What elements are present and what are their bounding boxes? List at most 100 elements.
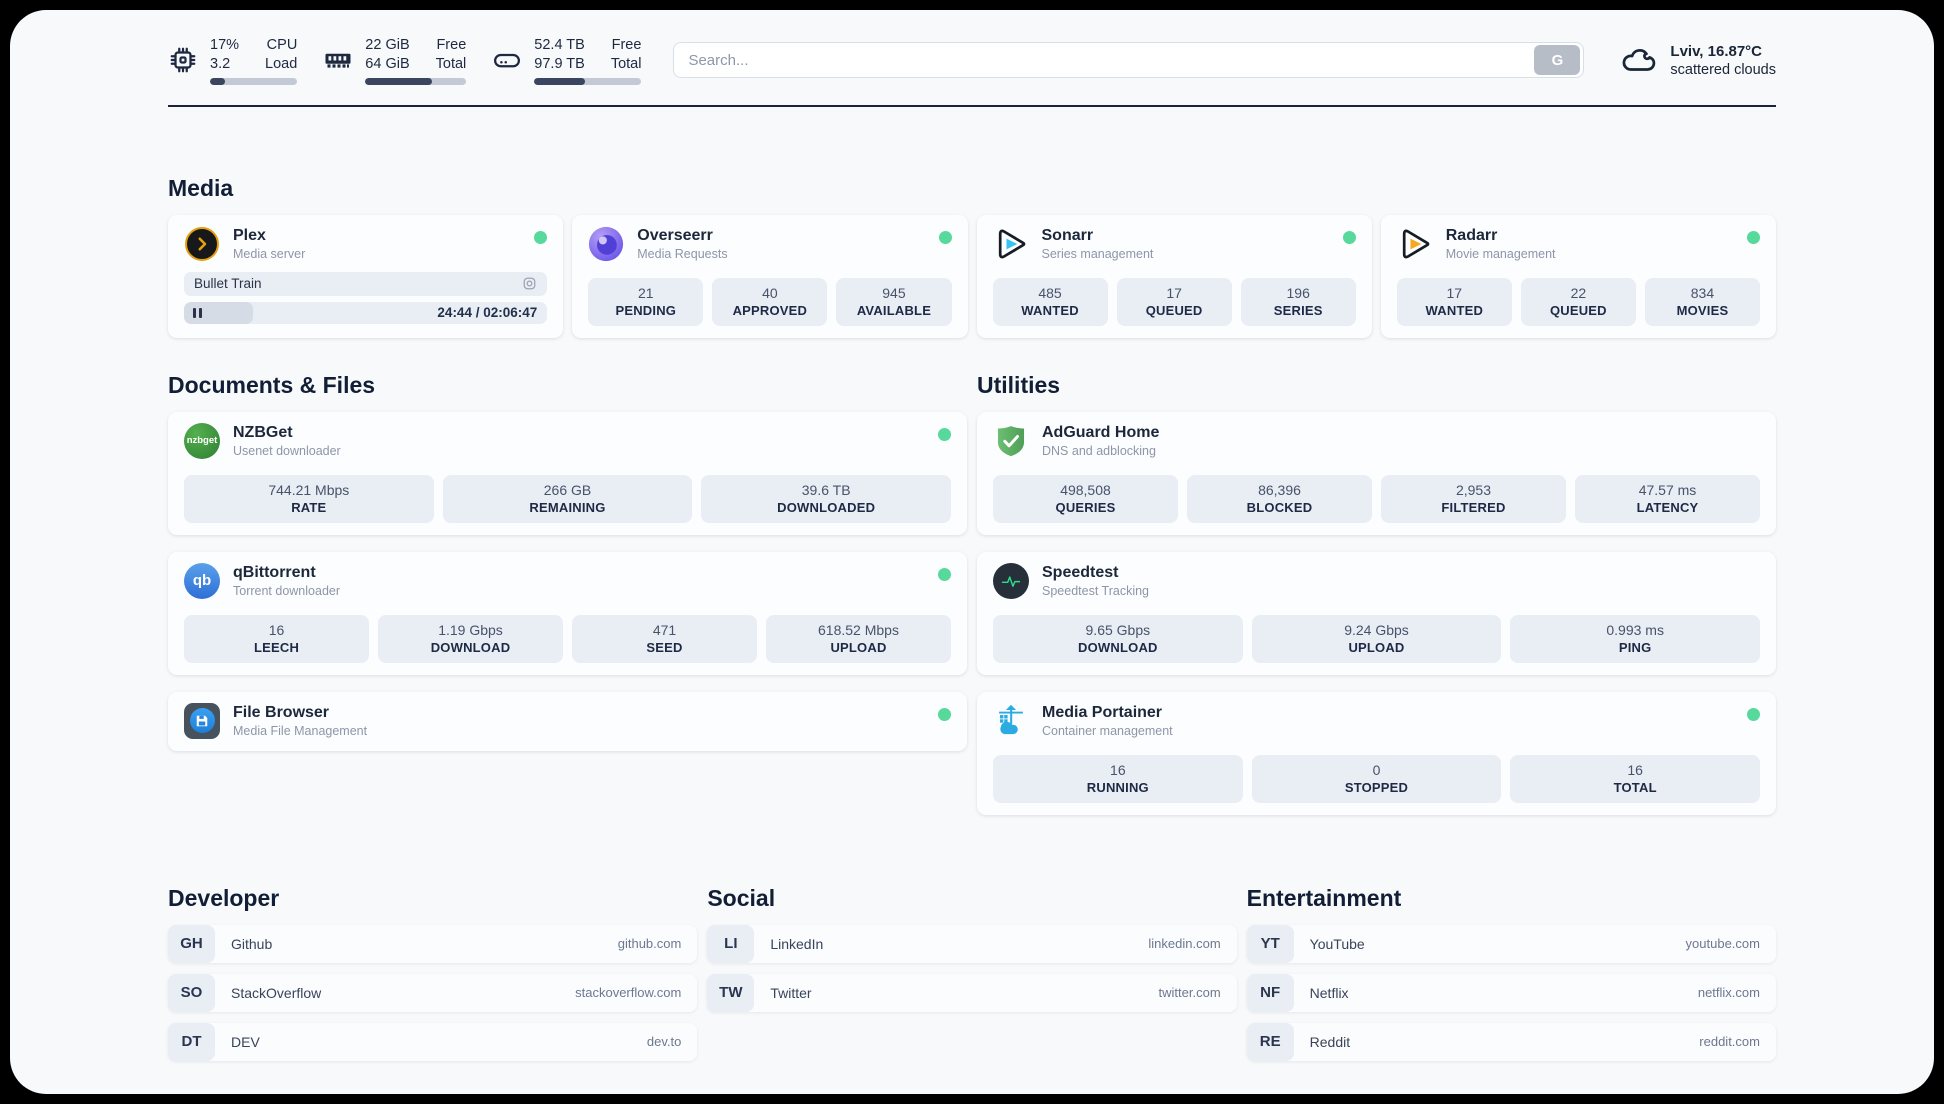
cpu-stat: 17% 3.2 CPU Load bbox=[168, 36, 298, 85]
link-linkedin[interactable]: LI LinkedIn linkedin.com bbox=[707, 924, 1237, 963]
section-social: Social LI LinkedIn linkedin.com TW Twitt… bbox=[707, 885, 1237, 1061]
now-playing-row: Bullet Train bbox=[184, 271, 548, 296]
app-name: Radarr bbox=[1445, 226, 1498, 244]
ram-stat: 22 GiB 64 GiB Free Total bbox=[323, 36, 467, 85]
app-name: qBittorrent bbox=[233, 563, 316, 581]
app-subtitle: DNS and adblocking bbox=[1042, 443, 1156, 458]
stat-box-wanted: 485 WANTED bbox=[992, 277, 1108, 326]
app-subtitle: Media server bbox=[233, 246, 306, 261]
speedtest-icon bbox=[993, 562, 1029, 599]
status-online-dot bbox=[1342, 230, 1356, 244]
lens-icon[interactable] bbox=[522, 276, 537, 291]
stat-box-ping: 0.993 ms PING bbox=[1510, 614, 1760, 663]
sonarr-icon bbox=[993, 226, 1029, 262]
stat-box-leech: 16 LEECH bbox=[184, 614, 369, 663]
section-media: Media Plex Media server Bullet Train bbox=[168, 175, 1776, 338]
app-subtitle: Container management bbox=[1042, 723, 1173, 738]
link-github[interactable]: GH Github github.com bbox=[168, 924, 698, 963]
weather-condition: scattered clouds bbox=[1670, 61, 1776, 78]
weather-widget: Lviv, 16.87°C scattered clouds bbox=[1620, 43, 1776, 78]
stat-box-total: 16 TOTAL bbox=[1510, 754, 1760, 803]
playback-time: 24:44 / 02:06:47 bbox=[437, 305, 538, 321]
stat-box-rate: 744.21 Mbps RATE bbox=[184, 474, 434, 523]
stat-box-downloaded: 39.6 TB DOWNLOADED bbox=[701, 474, 951, 523]
section-entertainment: Entertainment YT YouTube youtube.com NF … bbox=[1246, 885, 1776, 1061]
link-badge: TW bbox=[707, 973, 755, 1012]
app-card-portainer[interactable]: Media Portainer Container management 16 R… bbox=[977, 691, 1776, 815]
app-card-sonarr[interactable]: Sonarr Series management 485 WANTED 17 QUE… bbox=[976, 214, 1372, 338]
portainer-icon bbox=[993, 703, 1029, 739]
link-dev[interactable]: DT DEV dev.to bbox=[168, 1022, 698, 1061]
playback-progress-fill bbox=[184, 301, 254, 324]
status-online-dot bbox=[1747, 707, 1760, 721]
app-name: Sonarr bbox=[1041, 226, 1094, 244]
disk-progress-bar bbox=[534, 77, 642, 85]
stat-box-wanted: 17 WANTED bbox=[1396, 277, 1512, 326]
ram-total-value: 64 GiB bbox=[365, 55, 410, 72]
section-utilities: Utilities AdGuard Home DNS and adblockin… bbox=[977, 372, 1776, 815]
app-subtitle: Usenet downloader bbox=[233, 443, 341, 458]
cpu-icon bbox=[170, 47, 196, 73]
link-badge: RE bbox=[1246, 1022, 1294, 1061]
disk-total-value: 97.9 TB bbox=[534, 55, 585, 72]
app-card-adguard[interactable]: AdGuard Home DNS and adblocking 498,508 Q… bbox=[977, 411, 1776, 535]
stat-box-seed: 471 SEED bbox=[572, 614, 757, 663]
now-playing-title: Bullet Train bbox=[194, 276, 262, 292]
status-online-dot bbox=[938, 230, 952, 244]
radarr-icon bbox=[1397, 226, 1433, 262]
ram-icon bbox=[325, 54, 351, 68]
stat-box-series: 196 SERIES bbox=[1240, 277, 1356, 326]
status-online-dot bbox=[938, 707, 951, 721]
stat-box-stopped: 0 STOPPED bbox=[1251, 754, 1502, 803]
link-stackoverflow[interactable]: SO StackOverflow stackoverflow.com bbox=[168, 973, 698, 1012]
link-twitter[interactable]: TW Twitter twitter.com bbox=[707, 973, 1237, 1012]
link-badge: LI bbox=[707, 924, 755, 963]
stat-box-upload: 9.24 Gbps UPLOAD bbox=[1251, 614, 1502, 663]
status-online-dot bbox=[1747, 230, 1760, 244]
stat-box-filtered: 2,953 FILTERED bbox=[1381, 474, 1566, 523]
app-card-speedtest[interactable]: Speedtest Speedtest Tracking 9.65 Gbps DO… bbox=[977, 551, 1776, 675]
search-engine-button[interactable]: G bbox=[1534, 45, 1581, 76]
ram-free-label: Free bbox=[436, 37, 467, 53]
search-input[interactable] bbox=[688, 51, 1535, 69]
section-title-documents: Documents & Files bbox=[168, 371, 376, 398]
app-subtitle: Movie management bbox=[1445, 246, 1556, 261]
link-badge: NF bbox=[1246, 973, 1294, 1012]
system-stats: 17% 3.2 CPU Load 22 GiB 64 GiB Free Total bbox=[168, 36, 642, 85]
weather-location: Lviv, 16.87°C bbox=[1670, 42, 1763, 60]
stat-box-running: 16 RUNNING bbox=[993, 754, 1243, 803]
adguard-icon bbox=[993, 423, 1029, 459]
app-card-qbittorrent[interactable]: qb qBittorrent Torrent downloader 16 LEEC… bbox=[168, 551, 967, 675]
section-developer: Developer GH Github github.com SO StackO… bbox=[168, 885, 698, 1061]
plex-icon bbox=[184, 226, 220, 262]
app-card-overseerr[interactable]: Overseerr Media Requests 21 PENDING 40 APP… bbox=[572, 214, 968, 338]
stat-box-upload: 618.52 Mbps UPLOAD bbox=[766, 614, 951, 663]
stat-box-remaining: 266 GB REMAINING bbox=[442, 474, 693, 523]
section-documents: Documents & Files nzbget NZBGet Usenet d… bbox=[168, 372, 967, 815]
stat-box-movies: 834 MOVIES bbox=[1644, 277, 1760, 326]
stat-box-queued: 22 QUEUED bbox=[1520, 277, 1636, 326]
app-card-nzbget[interactable]: nzbget NZBGet Usenet downloader 744.21 M… bbox=[168, 411, 967, 535]
link-youtube[interactable]: YT YouTube youtube.com bbox=[1246, 924, 1776, 963]
stat-box-pending: 21 PENDING bbox=[588, 277, 704, 326]
stat-box-queries: 498,508 QUERIES bbox=[993, 474, 1178, 523]
app-card-plex[interactable]: Plex Media server Bullet Train 24:44 / 0 bbox=[168, 214, 564, 338]
stat-box-download: 9.65 Gbps DOWNLOAD bbox=[993, 614, 1243, 663]
app-subtitle: Media Requests bbox=[637, 246, 728, 261]
status-online-dot bbox=[534, 230, 548, 244]
link-reddit[interactable]: RE Reddit reddit.com bbox=[1246, 1022, 1776, 1061]
pause-icon[interactable] bbox=[193, 307, 202, 318]
link-netflix[interactable]: NF Netflix netflix.com bbox=[1246, 973, 1776, 1012]
link-badge: GH bbox=[168, 924, 215, 963]
header-divider bbox=[168, 104, 1776, 107]
app-card-filebrowser[interactable]: File Browser Media File Management bbox=[168, 691, 967, 751]
cpu-progress-bar bbox=[210, 77, 298, 85]
stat-box-available: 945 AVAILABLE bbox=[836, 277, 952, 326]
top-bar: 17% 3.2 CPU Load 22 GiB 64 GiB Free Total bbox=[168, 36, 1776, 85]
cpu-label: CPU bbox=[266, 37, 298, 53]
dashboard-page: 17% 3.2 CPU Load 22 GiB 64 GiB Free Total bbox=[10, 10, 1934, 1094]
app-card-radarr[interactable]: Radarr Movie management 17 WANTED 22 QUEUE… bbox=[1380, 214, 1776, 338]
app-name: Media Portainer bbox=[1042, 703, 1163, 721]
nzbget-icon: nzbget bbox=[184, 422, 220, 459]
link-badge: SO bbox=[168, 973, 215, 1012]
